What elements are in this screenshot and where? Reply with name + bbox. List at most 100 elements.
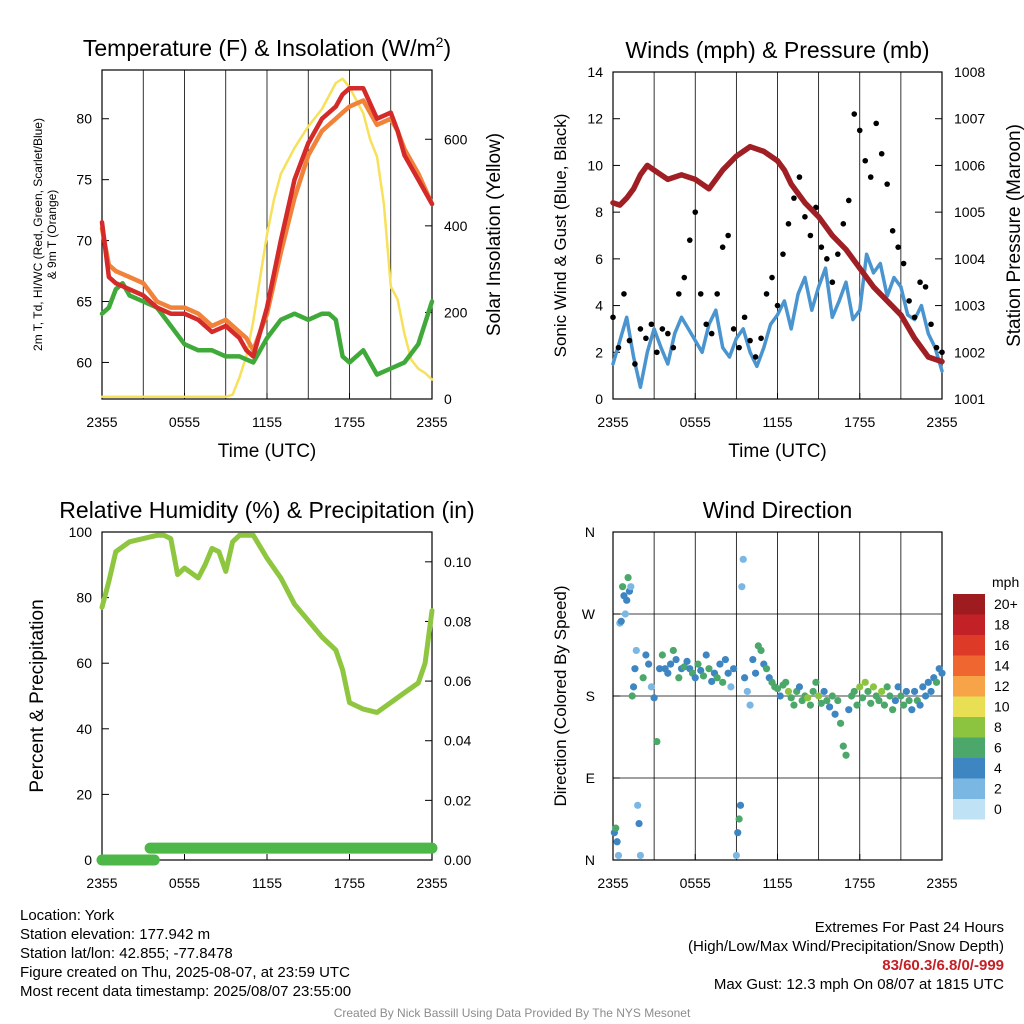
direction-point — [875, 696, 883, 705]
direction-point — [680, 663, 688, 671]
series-temp2m — [99, 86, 435, 359]
y2-tick-label: 0.08 — [444, 613, 471, 629]
direction-point — [623, 596, 631, 604]
direction-point — [897, 692, 905, 700]
y-tick-label: 40 — [76, 721, 92, 737]
gust-point — [692, 209, 699, 215]
direction-point — [823, 696, 831, 705]
x-axis-label: Time (UTC) — [218, 441, 317, 462]
gust-point — [933, 344, 940, 351]
colorbar-label: 0 — [994, 801, 1002, 817]
direction-point — [795, 683, 804, 691]
gust-point — [615, 344, 622, 351]
x-tick-label: 1155 — [252, 875, 282, 891]
y2-tick-label: 0.10 — [444, 554, 471, 570]
x-tick-label: 2355 — [86, 875, 117, 891]
colorbar-swatch — [953, 799, 985, 820]
direction-point — [916, 701, 924, 709]
direction-point — [621, 610, 629, 618]
y2-tick-label: 600 — [444, 131, 468, 147]
gust-point — [835, 251, 841, 257]
gust-point — [895, 244, 901, 250]
y-tick-label: 0 — [84, 852, 92, 868]
direction-point — [842, 751, 850, 759]
direction-point — [938, 669, 946, 677]
gust-point — [867, 174, 874, 180]
direction-point — [804, 694, 812, 702]
gust-point — [626, 337, 633, 344]
x-tick-label: 1155 — [762, 875, 792, 891]
gust-point — [928, 321, 934, 328]
y2-tick-label: 0.04 — [444, 733, 471, 749]
elevation-text: Station elevation: 177.942 m — [20, 926, 211, 943]
temperature-insolation-panel: 2355 0555 1155 1755 2355 Temperature (F) & In… — [31, 34, 505, 462]
axes-frame — [101, 531, 433, 861]
gust-point — [845, 197, 852, 204]
colorbar-label: 18 — [994, 617, 1010, 633]
direction-point — [613, 838, 621, 846]
extremes-values: 83/60.3/6.8/0/-999 — [882, 957, 1004, 974]
y-tick-label: 2 — [595, 344, 603, 360]
y2-tick-label: 0 — [444, 391, 452, 407]
colorbar-label: 14 — [994, 658, 1010, 674]
direction-point — [634, 801, 642, 809]
direction-point — [853, 701, 861, 709]
gust-point — [719, 244, 726, 250]
gust-point — [873, 120, 879, 127]
x-tick-label: 1755 — [844, 414, 875, 430]
gust-point — [747, 337, 753, 344]
direction-point — [782, 678, 790, 686]
series-pressure — [610, 143, 945, 365]
x-tick-label: 1755 — [844, 875, 875, 891]
recent-data-text: Most recent data timestamp: 2025/08/07 2… — [20, 983, 352, 1000]
x-tick-label: 2355 — [926, 414, 957, 430]
y-tick-label: 12 — [587, 111, 603, 127]
latlon-text: Station lat/lon: 42.855; -77.8478 — [20, 945, 233, 962]
direction-point — [617, 617, 625, 625]
extremes-subtitle: (High/Low/Max Wind/Precipitation/Snow De… — [688, 938, 1004, 955]
gust-point — [632, 361, 638, 367]
x-tick-label: 2355 — [597, 875, 628, 891]
direction-point — [787, 694, 795, 702]
colorbar-swatch — [953, 737, 985, 758]
x-tick-label: 1755 — [334, 875, 365, 891]
max-gust-text: Max Gust: 12.3 mph On 08/07 at 1815 UTC — [713, 976, 1004, 993]
direction-point — [645, 660, 653, 668]
gust-point — [697, 291, 704, 297]
y2-tick-label: 200 — [444, 304, 468, 320]
direction-point — [629, 683, 638, 691]
gust-point — [917, 279, 923, 286]
direction-point — [828, 692, 836, 700]
colorbar-label: 20+ — [994, 596, 1018, 612]
gust-point — [714, 291, 720, 297]
gust-point — [807, 232, 814, 239]
direction-point — [845, 706, 853, 714]
y2-tick-label: 1006 — [954, 157, 985, 173]
colorbar-swatch — [953, 594, 985, 615]
direction-point — [861, 678, 869, 686]
gust-point — [791, 195, 797, 201]
direction-point — [736, 801, 745, 809]
gust-point — [780, 251, 786, 257]
y-axis-label: Percent & Precipitation — [27, 599, 48, 792]
direction-point — [639, 674, 647, 682]
direction-point — [790, 701, 798, 709]
gust-point — [851, 111, 858, 117]
colorbar-swatch — [953, 655, 985, 676]
gust-point — [922, 284, 929, 290]
gust-point — [703, 321, 710, 328]
direction-point — [650, 694, 658, 702]
direction-point — [921, 692, 930, 700]
gust-point — [676, 291, 682, 297]
x-tick-label: 1755 — [334, 414, 365, 430]
title-part: Temperature (F) & Insolation (W/m — [83, 35, 436, 61]
direction-point — [776, 692, 784, 700]
direction-point — [910, 687, 919, 696]
colorbar-label: 16 — [994, 637, 1010, 653]
direction-point — [741, 674, 749, 682]
direction-point — [834, 696, 842, 705]
x-tick-label: 1155 — [762, 414, 792, 430]
y-tick-label: 100 — [69, 524, 93, 540]
x-tick-label: 0555 — [680, 875, 711, 891]
y2-tick-label: 1005 — [954, 204, 985, 220]
